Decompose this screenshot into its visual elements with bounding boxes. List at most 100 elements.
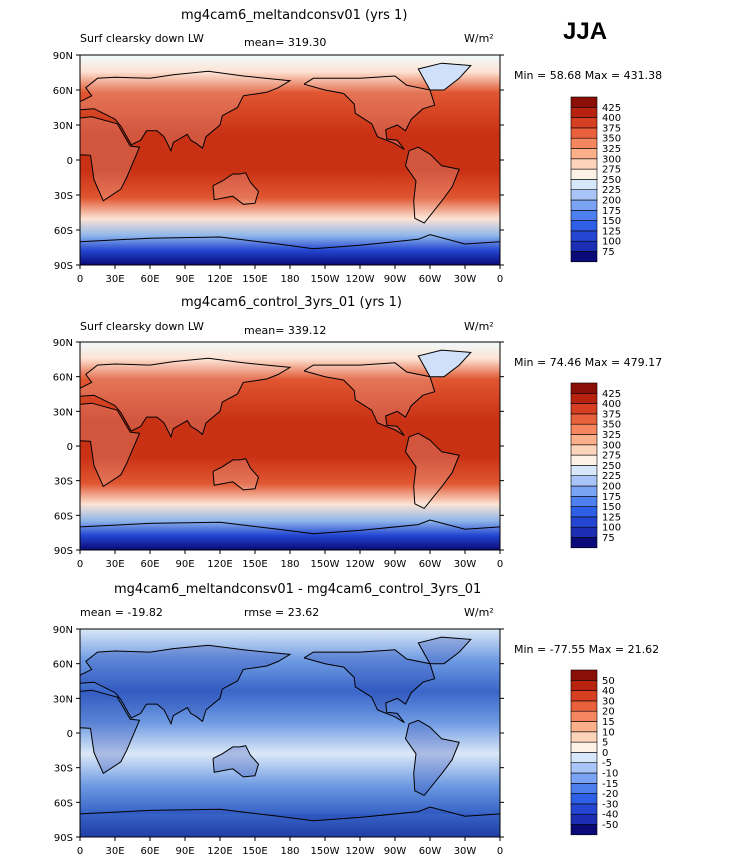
lon-tick-label: 0 <box>497 559 503 570</box>
lon-tick-label: 120W <box>346 274 375 285</box>
legend-swatch <box>570 168 598 180</box>
legend-level-label: -40 <box>602 810 618 821</box>
coastline <box>417 349 472 378</box>
lat-tick-label: 30S <box>54 764 73 775</box>
legend-level-label: 325 <box>602 144 621 155</box>
coastline <box>404 146 460 224</box>
legend-level-label: 125 <box>602 512 621 523</box>
lon-tick-label: 60E <box>140 559 159 570</box>
legend-swatch <box>570 251 598 263</box>
lon-tick-label: 30E <box>105 559 124 570</box>
coastline <box>417 62 472 91</box>
lon-tick-label: 150E <box>242 559 267 570</box>
lat-tick-label: 0 <box>67 442 73 453</box>
legend-level-label: 225 <box>602 471 621 482</box>
legend-swatch <box>570 752 598 764</box>
panel-2-units: W/m² <box>464 320 494 333</box>
panel-1-variable-label: Surf clearsky down LW <box>80 32 204 45</box>
lon-tick-label: 120E <box>207 846 232 857</box>
lon-tick-label: 120E <box>207 559 232 570</box>
lon-tick-label: 60W <box>419 559 442 570</box>
legend-swatch <box>570 762 598 774</box>
lon-tick-label: 0 <box>497 274 503 285</box>
lon-tick-label: 120W <box>346 846 375 857</box>
lat-tick-label: 30N <box>53 121 73 132</box>
lat-tick-label: 90N <box>53 625 73 636</box>
legend-swatch <box>570 413 598 425</box>
lat-tick-label: 90N <box>53 338 73 349</box>
lon-tick-label: 0 <box>497 846 503 857</box>
legend-level-label: 275 <box>602 165 621 176</box>
lon-tick-label: 90W <box>384 274 407 285</box>
lat-tick-label: 90S <box>54 546 73 557</box>
legend-swatch <box>570 669 598 681</box>
coastline <box>80 116 141 202</box>
lon-tick-label: 0 <box>77 559 83 570</box>
lon-tick-label: 30W <box>454 274 477 285</box>
legend-swatch <box>570 107 598 118</box>
map-panel-1: 90N 60N 30N 0 30S 60S 90S 0 30E 60E 90E 120E 150E 180… <box>53 51 504 285</box>
legend-swatch <box>570 700 598 712</box>
legend-swatch <box>570 710 598 722</box>
legend-2: 7510012515017520022525027530032535037540… <box>570 382 621 549</box>
panel-2-mean-label: mean= 339.12 <box>244 324 327 337</box>
legend-level-label: 0 <box>602 748 608 759</box>
lon-tick-label: 150W <box>311 274 340 285</box>
map-panel-2: 90N 60N 30N 0 30S 60S 90S 0 30E 60E 90E 120E 150E 180… <box>53 338 504 570</box>
legend-level-label: 375 <box>602 123 621 134</box>
legend-swatch <box>570 782 598 794</box>
legend-level-label: 10 <box>602 727 615 738</box>
coastline <box>303 362 436 437</box>
lat-tick-label: 90S <box>54 833 73 844</box>
legend-swatch <box>570 148 598 160</box>
legend-level-label: -10 <box>602 769 618 780</box>
panel-1-units: W/m² <box>464 32 494 45</box>
legend-swatch <box>570 803 598 815</box>
coastline <box>404 432 460 510</box>
legend-level-label: 150 <box>602 502 621 513</box>
legend-swatch <box>570 454 598 466</box>
legend-level-label: 175 <box>602 492 621 503</box>
lon-tick-label: 180 <box>280 846 299 857</box>
legend-swatch <box>570 495 598 507</box>
lat-tick-label: 0 <box>67 729 73 740</box>
lon-tick-label: 90W <box>384 846 407 857</box>
legend-level-label: 40 <box>602 686 615 697</box>
legend-level-label: 100 <box>602 237 621 248</box>
lat-tick-label: 60N <box>53 86 73 97</box>
lon-tick-label: 30W <box>454 846 477 857</box>
panel-1-minmax: Min = 58.68 Max = 431.38 <box>514 69 663 82</box>
season-label: JJA <box>563 18 608 45</box>
legend-level-label: -50 <box>602 820 618 831</box>
lon-tick-label: 180 <box>280 274 299 285</box>
legend-swatch <box>570 690 598 702</box>
legend-swatch <box>570 721 598 733</box>
lon-tick-label: 90E <box>175 846 194 857</box>
panel-1-mean-label: mean= 319.30 <box>244 36 327 49</box>
panel-2-variable-label: Surf clearsky down LW <box>80 320 204 333</box>
lat-tick-label: 30N <box>53 694 73 705</box>
legend-level-label: 125 <box>602 226 621 237</box>
legend-swatch <box>570 382 598 394</box>
legend-level-label: 5 <box>602 738 608 749</box>
legend-swatch <box>570 240 598 252</box>
panel-1-title: mg4cam6_meltandconsv01 (yrs 1) <box>181 8 408 23</box>
legend-swatch <box>570 199 598 211</box>
legend-level-label: 200 <box>602 482 621 493</box>
lon-tick-label: 120W <box>346 559 375 570</box>
legend-level-label: 30 <box>602 696 615 707</box>
lon-tick-label: 90E <box>175 274 194 285</box>
coastline <box>303 75 436 150</box>
legend-swatch <box>570 392 598 404</box>
lon-tick-label: 150W <box>311 559 340 570</box>
lon-tick-label: 0 <box>77 274 83 285</box>
panel-2-minmax: Min = 74.46 Max = 479.17 <box>514 356 663 369</box>
legend-swatch <box>570 741 598 753</box>
legend-swatch <box>570 772 598 784</box>
coastline <box>80 644 292 726</box>
legend-level-label: 200 <box>602 196 621 207</box>
legend-swatch <box>570 137 598 149</box>
lat-tick-label: 0 <box>67 156 73 167</box>
legend-swatch <box>570 158 598 170</box>
